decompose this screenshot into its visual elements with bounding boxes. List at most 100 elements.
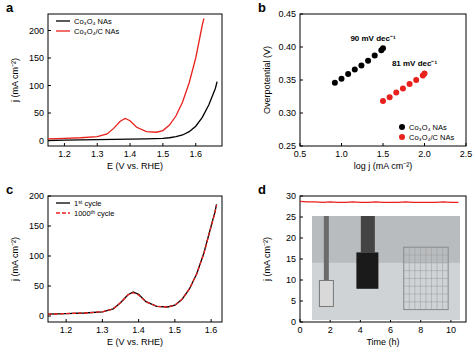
plot-frame xyxy=(48,14,222,146)
photo-mesh xyxy=(404,286,448,287)
photo-holder xyxy=(361,216,375,252)
y-tick-label: 10 xyxy=(286,275,296,285)
legend: 1ˢᵗ cycle1000ᵗʰ cycle xyxy=(56,199,114,218)
x-tick-label: 10 xyxy=(446,325,456,335)
y-tick-label: 50 xyxy=(34,108,44,118)
y-tick xyxy=(48,256,51,257)
y-tick xyxy=(300,322,303,323)
annotation: 90 mV dec⁻¹ xyxy=(350,34,396,43)
panel-3: d0246810051015202530Time (h)j (mA cm⁻²) xyxy=(258,182,466,347)
plot-frame xyxy=(300,196,466,322)
y-tick-label: 20 xyxy=(286,233,296,243)
plot-frame xyxy=(48,196,222,322)
x-tick-label: 4 xyxy=(358,325,363,335)
x-tick-label: 0 xyxy=(297,325,302,335)
photo-water xyxy=(312,263,460,320)
x-tick-label: 1.6 xyxy=(189,149,202,159)
y-tick xyxy=(300,196,303,197)
x-tick xyxy=(138,319,139,322)
legend-label: Co₃O₄ NAs xyxy=(74,17,112,26)
y-tick-label: 0 xyxy=(291,317,296,327)
x-axis-label: E (V vs. RHE) xyxy=(107,161,163,171)
line xyxy=(48,205,217,314)
panel-label: b xyxy=(258,0,266,15)
point xyxy=(413,77,419,83)
y-tick-label: 100 xyxy=(29,251,44,261)
x-tick-label: 2.0 xyxy=(418,149,431,159)
x-tick-label: 1.4 xyxy=(132,325,145,335)
x-tick-label: 1.5 xyxy=(377,149,390,159)
y-tick xyxy=(300,80,303,81)
y-tick xyxy=(300,301,303,302)
x-tick xyxy=(102,319,103,322)
y-tick-label: 200 xyxy=(29,26,44,36)
x-tick-label: 1.5 xyxy=(169,325,182,335)
x-tick xyxy=(466,143,467,146)
x-tick-label: 1.2 xyxy=(60,325,73,335)
y-tick-label: 150 xyxy=(29,221,44,231)
legend-label: 1ˢᵗ cycle xyxy=(74,199,102,208)
panel-2: c1.21.31.41.51.6050100150200E (V vs. RHE… xyxy=(6,182,222,347)
photo-mesh xyxy=(404,301,448,302)
x-tick-label: 1.3 xyxy=(91,149,104,159)
y-tick-label: 5 xyxy=(291,296,296,306)
panel-label: c xyxy=(6,182,13,197)
photo-mesh xyxy=(431,247,432,309)
y-tick xyxy=(48,226,51,227)
x-tick-label: 6 xyxy=(388,325,393,335)
annotation: 81 mV dec⁻¹ xyxy=(392,59,438,68)
point xyxy=(387,94,393,100)
legend-swatch xyxy=(56,212,70,213)
line xyxy=(48,18,204,138)
y-tick-label: 0 xyxy=(39,311,44,321)
x-tick xyxy=(424,143,425,146)
y-tick-label: 0.25 xyxy=(278,141,296,151)
photo-background xyxy=(312,216,460,320)
y-tick xyxy=(300,14,303,15)
data-group xyxy=(48,18,217,140)
point xyxy=(332,80,338,86)
x-axis-label: E (V vs. RHE) xyxy=(107,337,163,347)
x-tick xyxy=(64,143,65,146)
legend-swatch xyxy=(56,20,70,21)
y-tick xyxy=(48,196,51,197)
data-group xyxy=(300,201,458,203)
x-tick xyxy=(341,143,342,146)
data-group xyxy=(332,45,428,104)
y-tick-label: 30 xyxy=(286,191,296,201)
y-tick-label: 25 xyxy=(286,212,296,222)
x-tick-label: 2 xyxy=(328,325,333,335)
y-axis-label: j (mA cm⁻²) xyxy=(10,58,20,103)
y-tick xyxy=(48,286,51,287)
x-tick-label: 1.0 xyxy=(335,149,348,159)
x-tick xyxy=(195,143,196,146)
photo-mesh xyxy=(404,278,448,279)
legend-marker xyxy=(399,124,405,130)
x-tick-label: 1.4 xyxy=(124,149,137,159)
x-tick-label: 1.6 xyxy=(205,325,218,335)
legend-swatch xyxy=(56,30,70,31)
x-tick-label: 2.5 xyxy=(460,149,473,159)
legend-label: 1000ᵗʰ cycle xyxy=(74,209,114,218)
legend-marker xyxy=(399,134,405,140)
x-tick xyxy=(162,143,163,146)
panel-1: b0.51.01.52.02.50.250.300.350.400.45log … xyxy=(258,0,472,171)
y-tick xyxy=(300,146,303,147)
y-tick-label: 50 xyxy=(34,281,44,291)
legend: Co₃O₄ NAsCo₃O₄/C NAs xyxy=(399,123,455,142)
y-tick-label: 0 xyxy=(39,136,44,146)
y-tick xyxy=(48,30,51,31)
plot-frame xyxy=(300,14,466,146)
legend-label: Co₃O₄/C NAs xyxy=(409,133,455,142)
panel-0: a1.21.31.41.51.6050100150200E (V vs. RHE… xyxy=(6,0,222,171)
legend-swatch xyxy=(56,202,70,203)
x-axis-label: log j (mA cm⁻²) xyxy=(354,161,413,171)
y-tick xyxy=(48,113,51,114)
point xyxy=(380,98,386,104)
point xyxy=(345,71,351,77)
y-tick xyxy=(300,280,303,281)
point xyxy=(380,45,386,51)
line xyxy=(300,201,458,203)
point xyxy=(407,81,413,87)
y-tick-label: 0.40 xyxy=(278,42,296,52)
